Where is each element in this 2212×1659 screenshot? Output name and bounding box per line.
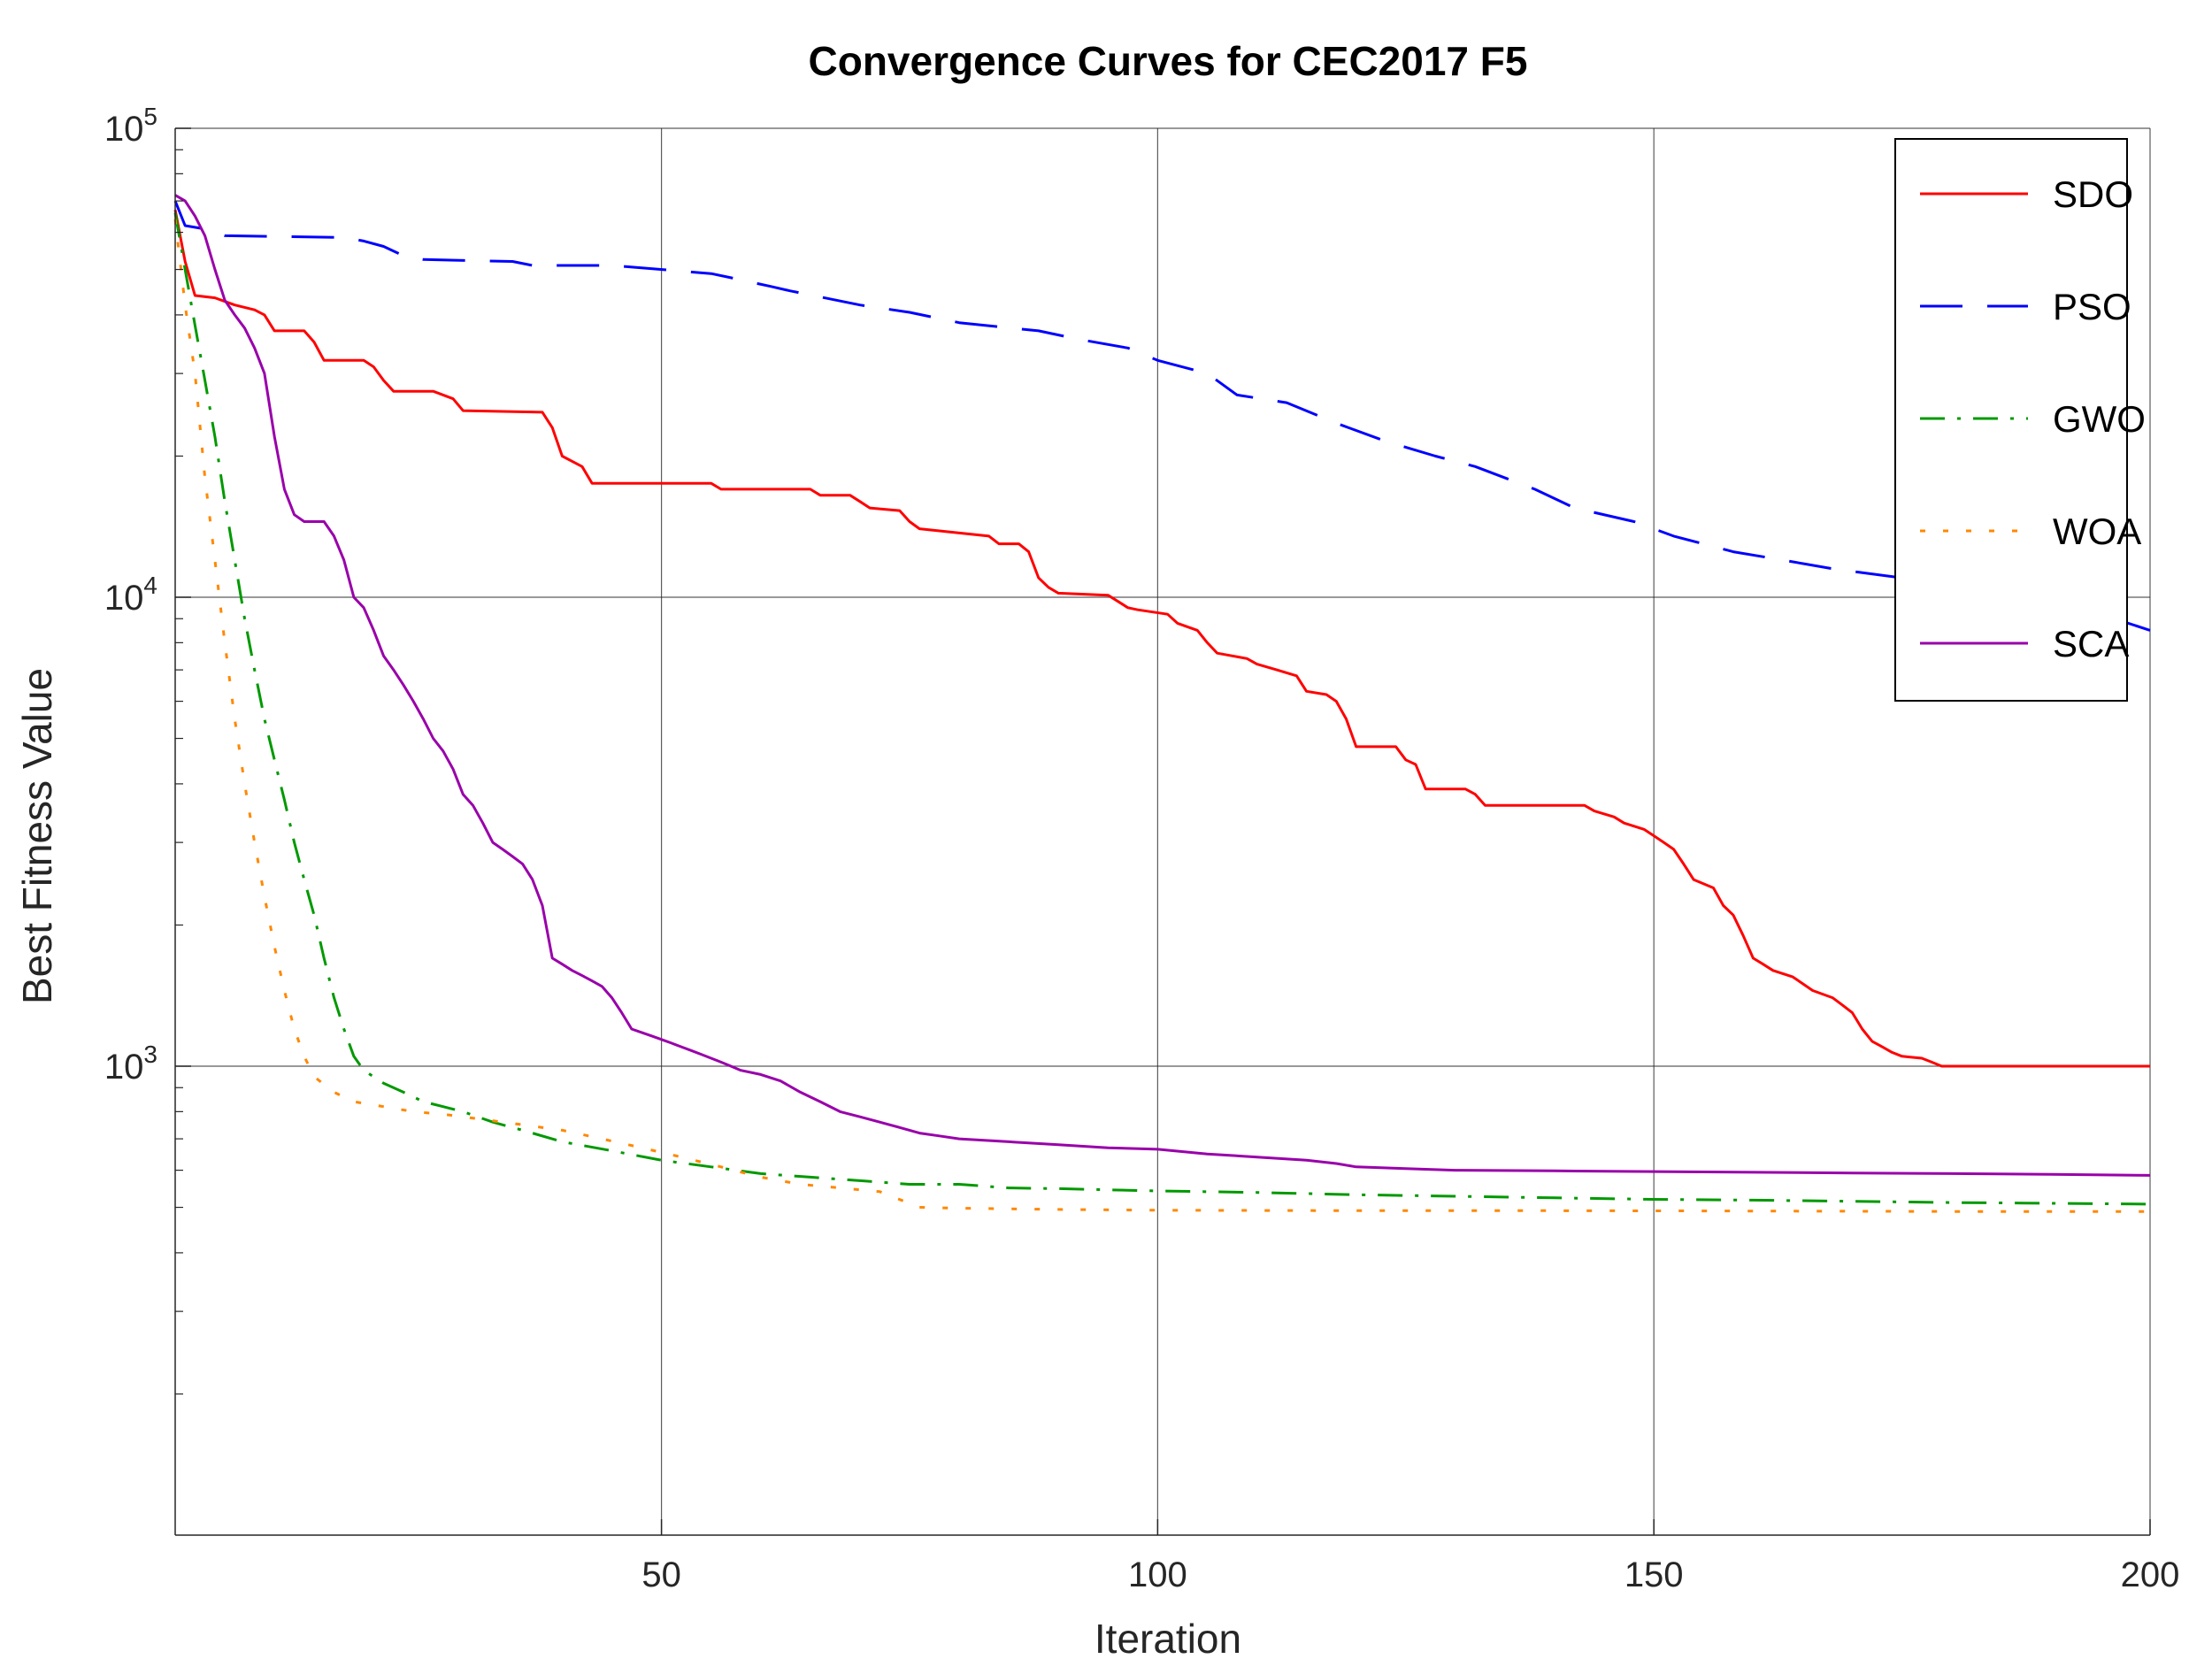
x-tick-label: 150 (1624, 1555, 1684, 1594)
y-axis-label: Best Fitness Value (14, 668, 60, 1004)
x-tick-label: 200 (2121, 1555, 2180, 1594)
series-line-pso (173, 200, 2151, 632)
legend-label-gwo: GWO (2053, 398, 2146, 440)
y-tick-label: 104 (104, 572, 157, 618)
y-tick-label: 105 (104, 103, 157, 149)
x-tick-label: 100 (1128, 1555, 1187, 1594)
legend-label-sdo: SDO (2053, 173, 2133, 215)
grid-layer (175, 127, 2151, 1535)
chart-title: Convergence Curves for CEC2017 F5 (809, 38, 1528, 84)
series-line-gwo (173, 212, 2151, 1206)
legend-label-pso: PSO (2053, 286, 2131, 327)
x-axis-label: Iteration (1094, 1616, 1241, 1659)
axes-layer: 50 100 150 200 103 104 105 (104, 103, 2179, 1594)
series-layer (173, 194, 2151, 1213)
legend: SDO PSO GWO WOA SCA (1894, 138, 2146, 702)
legend-label-sca: SCA (2053, 623, 2129, 664)
y-tick-label: 103 (104, 1041, 157, 1087)
x-tick-label: 50 (641, 1555, 681, 1594)
legend-label-woa: WOA (2053, 511, 2141, 552)
series-line-sdo (173, 209, 2150, 1068)
series-line-sca (174, 194, 2151, 1177)
